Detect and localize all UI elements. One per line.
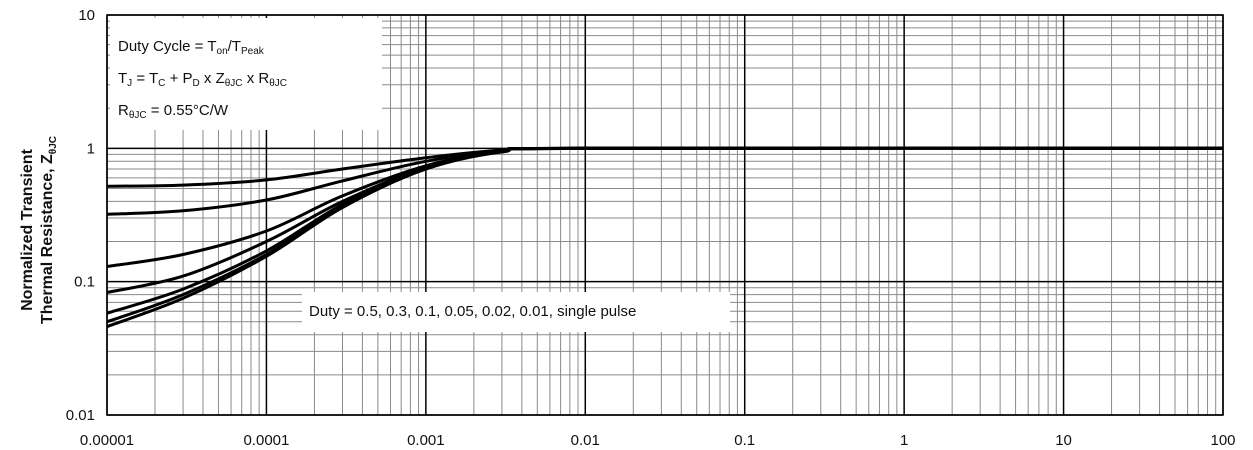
equation-box: Duty Cycle = Ton/TPeak TJ = TC + PD x Zθ… <box>110 18 382 130</box>
curve-1 <box>106 146 1224 188</box>
x-tick-label: 0.0001 <box>243 432 289 449</box>
curve-7 <box>106 146 1224 329</box>
curves <box>106 146 1224 329</box>
curve-4 <box>106 146 1224 294</box>
x-tick-label: 10 <box>1055 432 1072 449</box>
duty-label-box: Duty = 0.5, 0.3, 0.1, 0.05, 0.02, 0.01, … <box>302 292 730 332</box>
duty-label-bg <box>302 292 730 332</box>
x-tick-labels: 0.00001 0.0001 0.001 0.01 0.1 1 10 100 <box>80 432 1236 449</box>
y-tick-label: 0.01 <box>66 407 95 424</box>
y-axis-label-line2: Thermal Resistance, ZθJC <box>39 136 59 324</box>
x-tick-label: 0.1 <box>734 432 755 449</box>
x-tick-label: 0.01 <box>571 432 600 449</box>
y-tick-label: 0.1 <box>74 274 95 291</box>
plot-frame <box>106 14 1224 416</box>
thermal-resistance-value: RθJC = 0.55°C/W <box>118 102 229 121</box>
duty-cycle-formula: Duty Cycle = Ton/TPeak <box>118 38 265 57</box>
equation-box-bg <box>110 18 382 130</box>
x-tick-label: 0.00001 <box>80 432 134 449</box>
x-tick-label: 100 <box>1210 432 1235 449</box>
y-tick-labels: 0.01 0.1 1 10 <box>66 7 95 424</box>
duty-label: Duty = 0.5, 0.3, 0.1, 0.05, 0.02, 0.01, … <box>309 303 636 320</box>
y-axis-label-line1: Normalized Transient <box>19 148 36 310</box>
x-tick-label: 1 <box>900 432 908 449</box>
y-tick-label: 10 <box>78 7 95 24</box>
curve-2 <box>106 146 1224 216</box>
curve-5 <box>106 146 1224 315</box>
junction-temp-formula: TJ = TC + PD x ZθJC x RθJC <box>118 70 287 89</box>
x-tick-label: 0.001 <box>407 432 445 449</box>
y-tick-label: 1 <box>87 140 95 157</box>
